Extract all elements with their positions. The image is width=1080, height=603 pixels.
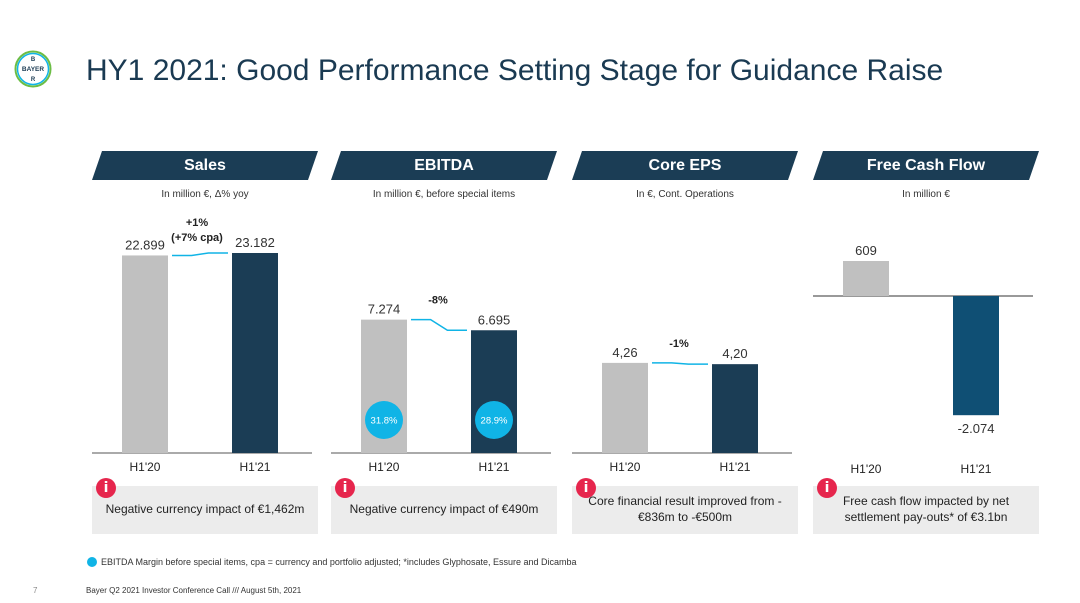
- info-text: Negative currency impact of €1,462m: [105, 502, 305, 517]
- category-label: H1'20: [369, 460, 400, 474]
- panel-header: Sales: [92, 151, 318, 180]
- margin-label: 31.8%: [371, 416, 398, 427]
- core-eps-panel: Core EPS In €, Cont. Operations 4,26 H1'2…: [572, 151, 802, 541]
- bar: [602, 362, 648, 453]
- info-text: Core financial result improved from -€83…: [588, 494, 782, 524]
- change-label-cpa: (+7% cpa): [171, 232, 223, 244]
- bar: [122, 255, 168, 453]
- change-label: -1%: [669, 338, 689, 350]
- info-icon: i: [576, 478, 596, 498]
- footer-text: Bayer Q2 2021 Investor Conference Call /…: [86, 586, 302, 595]
- bar: [953, 296, 999, 416]
- bar: [232, 252, 278, 453]
- info-box: i Negative currency impact of €1,462m: [92, 478, 318, 534]
- change-connector: [172, 252, 228, 257]
- page-number: 7: [33, 586, 38, 595]
- change-connector: [652, 362, 708, 365]
- value-label: 7.274: [368, 302, 401, 317]
- category-label: H1'20: [130, 460, 161, 474]
- category-label: H1'21: [961, 462, 992, 476]
- ebitda-chart: 7.274 H1'20 6.695 H1'21 -8% 31.8% 28.9%: [331, 295, 551, 474]
- panel-subtitle: In million €, before special items: [372, 189, 516, 200]
- ebitda-panel: EBITDA In million €, before special item…: [331, 151, 561, 541]
- value-label: 4,20: [722, 346, 747, 361]
- panel-header: EBITDA: [331, 151, 557, 180]
- info-text: Free cash flow impacted by net settlemen…: [842, 494, 1010, 524]
- info-icon: i: [817, 478, 837, 498]
- logo-text-mid: BAYER: [22, 66, 44, 73]
- value-label: -2.074: [958, 421, 995, 436]
- category-label: H1'21: [720, 460, 751, 474]
- core-eps-chart: 4,26 H1'20 4,20 H1'21 -1%: [572, 338, 792, 474]
- info-text: Negative currency impact of €490m: [349, 502, 539, 517]
- margin-circle: [365, 401, 403, 439]
- value-label: 22.899: [125, 237, 165, 252]
- category-label: H1'21: [240, 460, 271, 474]
- sales-chart: 22.899 H1'20 23.182 H1'21 +1% (+7% cpa): [92, 217, 312, 474]
- panel-subtitle: In million €: [902, 189, 950, 200]
- free-cash-flow-chart: 609 H1'20 -2.074 H1'21: [813, 243, 1033, 476]
- bayer-logo: B BAYER R: [14, 50, 52, 88]
- info-icon: i: [335, 478, 355, 498]
- margin-circle: [475, 401, 513, 439]
- info-icon: i: [96, 478, 116, 498]
- change-label: +1%: [186, 217, 209, 229]
- bar: [843, 261, 889, 296]
- logo-text-top: B: [31, 57, 36, 63]
- info-box: i Free cash flow impacted by net settlem…: [813, 478, 1039, 534]
- category-label: H1'20: [610, 460, 641, 474]
- change-label: -8%: [428, 295, 448, 307]
- value-label: 609: [855, 243, 877, 258]
- sales-panel: Sales In million €, Δ% yoy 22.899 H1'20 23…: [92, 151, 322, 541]
- panel-header: Free Cash Flow: [813, 151, 1039, 180]
- panel-subtitle: In million €, Δ% yoy: [161, 189, 249, 200]
- info-box: i Negative currency impact of €490m: [331, 478, 557, 534]
- value-label: 23.182: [235, 235, 275, 250]
- category-label: H1'20: [851, 462, 882, 476]
- info-box: i Core financial result improved from -€…: [572, 478, 798, 534]
- change-connector: [411, 318, 467, 332]
- logo-text-bottom: R: [31, 77, 36, 83]
- value-label: 6.695: [478, 312, 511, 327]
- category-label: H1'21: [479, 460, 510, 474]
- free-cash-flow-panel: Free Cash Flow In million € 609 H1'20 -2.0…: [813, 151, 1043, 541]
- panel-subtitle: In €, Cont. Operations: [636, 189, 734, 200]
- page-title: HY1 2021: Good Performance Setting Stage…: [86, 54, 944, 87]
- margin-legend-dot: [87, 557, 97, 567]
- panel-header: Core EPS: [572, 151, 798, 180]
- bar: [712, 364, 758, 453]
- footnote: EBITDA Margin before special items, cpa …: [101, 557, 577, 567]
- value-label: 4,26: [612, 345, 637, 360]
- margin-label: 28.9%: [481, 416, 508, 427]
